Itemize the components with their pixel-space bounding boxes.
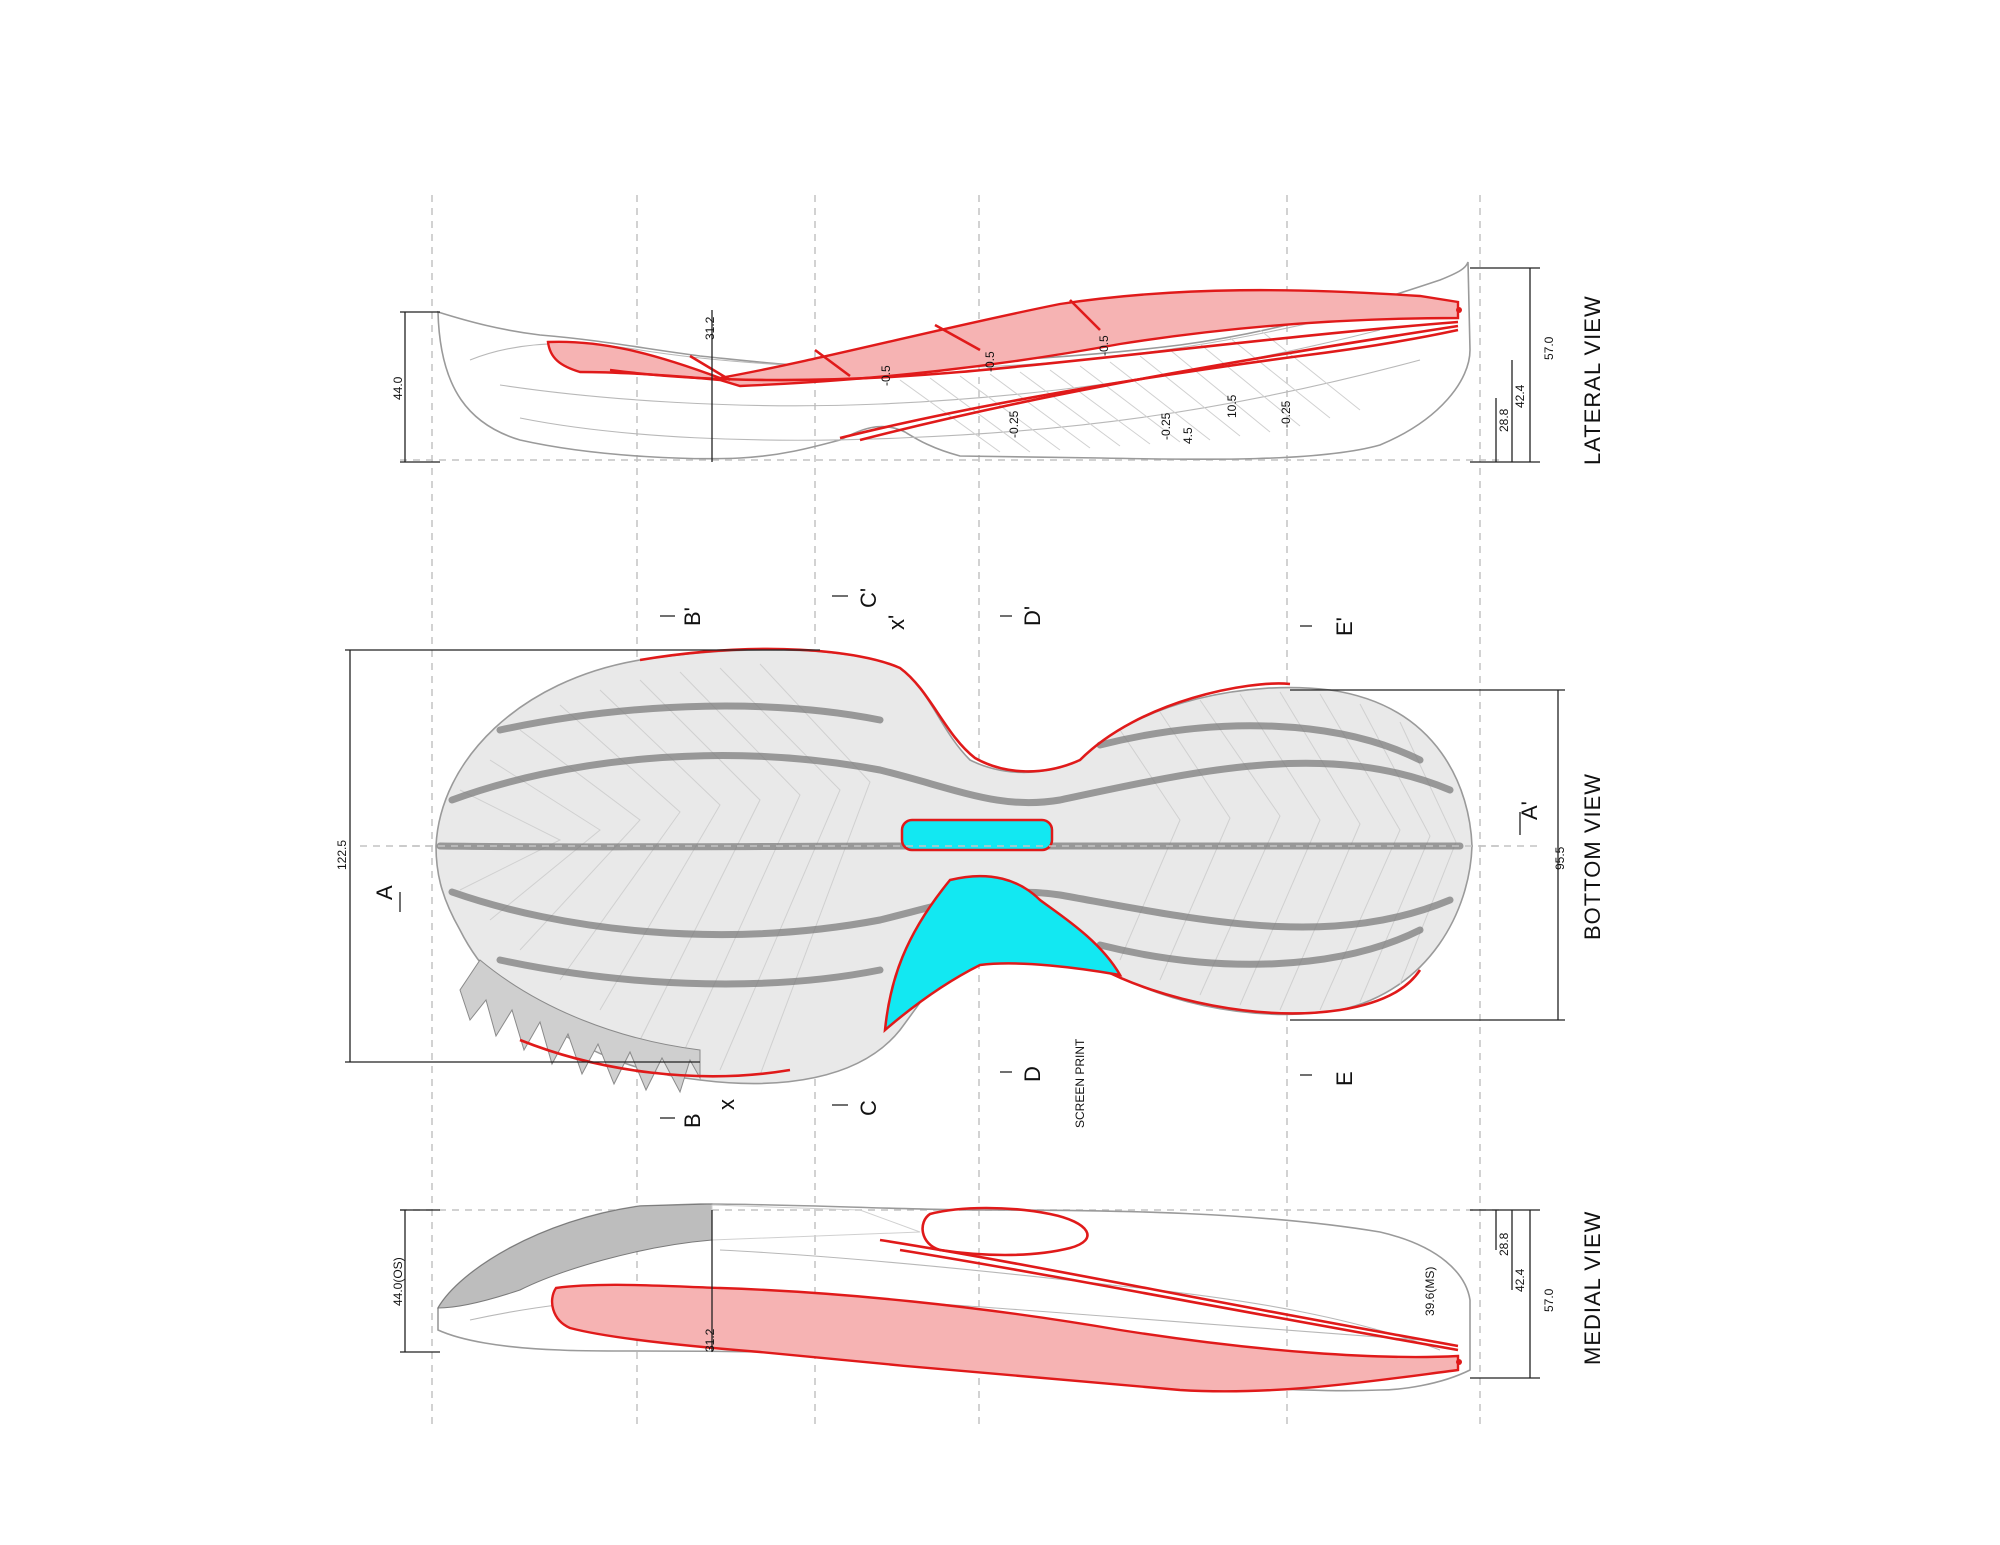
section-markers: A A' B' B x C' x' C D' D E' E: [372, 588, 1542, 1128]
section-C-prime: C': [856, 588, 881, 608]
lateral-offset-6: 4.5: [1181, 427, 1195, 444]
medial-view: 44.0(OS) 31.2 39.6(MS) 57.0 42.4 28.8 ME…: [391, 1203, 1605, 1393]
lateral-offset-1: -0.5: [879, 365, 893, 386]
bottom-view: 122.5 95.5 A A' B' B x C' x' C D' D: [335, 588, 1605, 1128]
medial-view-label: MEDIAL VIEW: [1580, 1211, 1605, 1365]
lateral-offset-3: -0.5: [1097, 335, 1111, 356]
section-x-prime: x': [884, 615, 909, 630]
dim-width: 95.5: [1553, 846, 1567, 870]
medial-dim-570: 57.0: [1542, 1288, 1556, 1312]
section-E: E: [1332, 1071, 1357, 1086]
section-E-prime: E': [1332, 617, 1357, 636]
screen-print-note: SCREEN PRINT: [1073, 1038, 1087, 1128]
lateral-offset-4: -0.25: [1007, 410, 1021, 438]
bottom-view-label: BOTTOM VIEW: [1580, 773, 1605, 940]
medial-dim-312: 31.2: [703, 1328, 717, 1352]
section-A: A: [372, 885, 397, 900]
lateral-view-label: LATERAL VIEW: [1580, 295, 1605, 465]
medial-dim-44: 44.0(OS): [391, 1257, 405, 1306]
lateral-hatch: [899, 329, 1361, 453]
lateral-dim-424: 42.4: [1513, 384, 1527, 408]
medial-carbon-plate: [550, 1283, 1460, 1393]
medial-dim-424: 42.4: [1513, 1268, 1527, 1292]
lateral-carbon-plate: [546, 288, 1460, 388]
section-B: B: [680, 1113, 705, 1128]
section-x: x: [714, 1099, 739, 1110]
lateral-midsole-outline: [437, 261, 1471, 461]
section-D: D: [1020, 1066, 1045, 1082]
medial-midsole-outline: [437, 1203, 1471, 1392]
section-D-prime: D': [1020, 606, 1045, 626]
section-B-prime: B': [680, 607, 705, 626]
forefoot-spikes: [459, 959, 701, 1094]
outsole-grooves: [436, 702, 1464, 988]
medial-dim-288: 28.8: [1497, 1232, 1511, 1256]
lateral-dim-44: 44.0: [391, 376, 405, 400]
section-C: C: [856, 1100, 881, 1116]
lateral-dim-288: 28.8: [1497, 408, 1511, 432]
medial-cushion-pod: [921, 1206, 1089, 1257]
lateral-offset-5: -0.25: [1159, 412, 1173, 440]
dim-length: 122.5: [335, 840, 349, 870]
cyan-window-medial: [883, 874, 1123, 1033]
lateral-offset-8: -0.25: [1279, 400, 1293, 428]
medial-dim-ms: 39.6(MS): [1423, 1267, 1437, 1316]
medial-textured-wedge: [437, 1203, 713, 1309]
lateral-dim-570: 57.0: [1542, 336, 1556, 360]
section-A-prime: A': [1517, 801, 1542, 820]
lateral-offset-7: 10.5: [1225, 394, 1239, 418]
lateral-view: 44.0 31.2 57.0 42.4 28.8 -0.5 -0.5 -0.5 …: [391, 261, 1605, 465]
cyan-window-center: [900, 818, 1054, 852]
lateral-dim-312: 31.2: [703, 316, 717, 340]
lateral-offset-2: -0.5: [983, 351, 997, 372]
